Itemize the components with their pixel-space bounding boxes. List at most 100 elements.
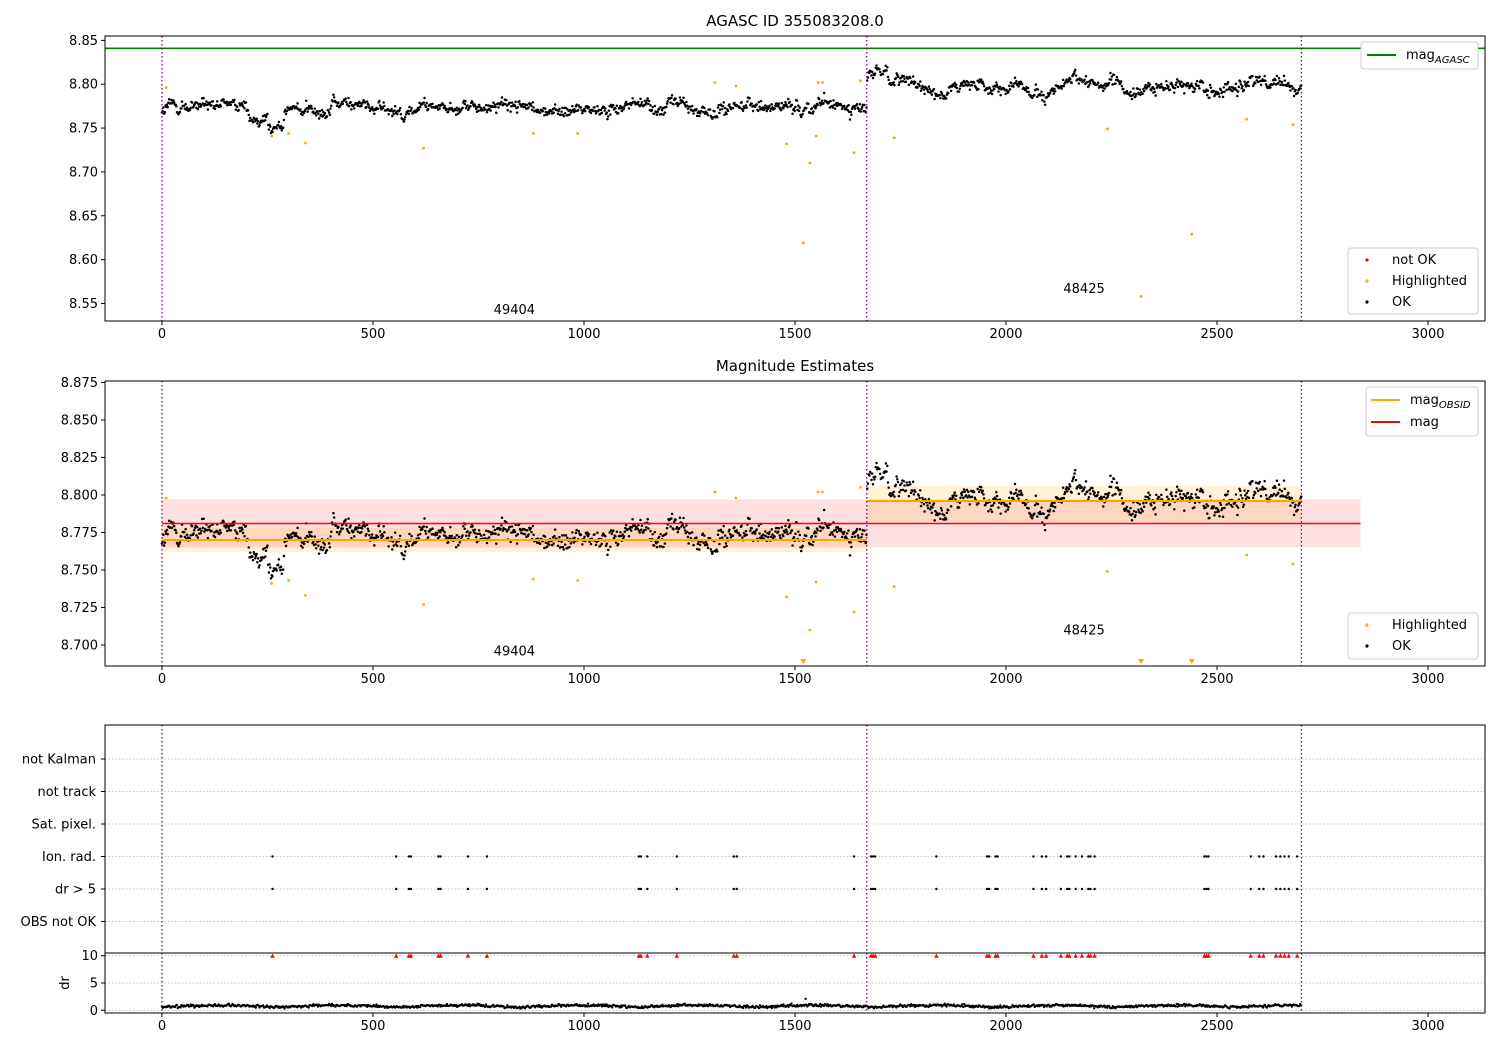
ok-point — [514, 100, 517, 103]
ok-point — [314, 111, 317, 115]
ok-point — [474, 535, 478, 539]
ok-point — [677, 102, 681, 105]
dr-flag-marker — [638, 953, 644, 958]
ok-point — [1293, 505, 1297, 509]
ok-point — [1221, 90, 1224, 94]
ok-point — [660, 545, 663, 548]
ok-point — [391, 548, 394, 551]
ok-point — [860, 105, 864, 109]
dr-point — [257, 1004, 260, 1007]
ok-point — [939, 506, 943, 510]
legend-ok-marker — [1365, 300, 1369, 304]
obsid-label: 49404 — [494, 645, 535, 660]
ok-point — [722, 524, 725, 528]
ok-point — [1048, 508, 1052, 511]
ok-point — [1175, 81, 1178, 84]
ok-point — [1138, 88, 1142, 91]
ok-point — [205, 100, 208, 103]
ok-point — [393, 109, 396, 112]
ok-point — [725, 544, 728, 548]
flag-point — [675, 887, 679, 891]
ok-point — [723, 534, 727, 537]
ok-point — [499, 102, 502, 106]
ok-point — [1292, 94, 1296, 98]
ok-point — [347, 517, 350, 520]
ok-point — [1083, 486, 1086, 489]
ok-point — [928, 87, 931, 91]
ok-point — [1178, 82, 1182, 86]
dr-point — [1174, 1005, 1178, 1008]
ok-point — [562, 114, 565, 118]
ok-point — [775, 526, 779, 530]
highlighted-point — [859, 79, 862, 83]
ok-point — [783, 531, 786, 534]
ok-point — [247, 546, 251, 549]
ok-point — [799, 549, 803, 553]
ok-point — [898, 483, 902, 487]
ok-point — [1256, 80, 1260, 84]
ok-point — [256, 120, 260, 123]
dr-point — [1261, 1006, 1265, 1009]
ok-point — [789, 531, 792, 535]
ok-point — [255, 552, 258, 556]
ok-point — [495, 111, 498, 114]
ok-point — [899, 80, 903, 83]
ok-point — [552, 542, 555, 545]
ok-point — [1231, 89, 1234, 93]
ok-point — [306, 110, 309, 113]
ok-point — [1142, 502, 1145, 505]
ok-point — [797, 109, 801, 113]
ok-point — [832, 99, 835, 102]
ok-point — [785, 530, 789, 533]
y-tick-label: 8.700 — [61, 639, 98, 654]
ok-point — [200, 103, 203, 107]
ok-point — [1221, 515, 1225, 518]
ok-point — [887, 78, 890, 82]
ok-point — [1226, 490, 1230, 493]
ok-point — [233, 520, 236, 523]
legend-notok-label: not OK — [1392, 253, 1437, 268]
ok-point — [780, 101, 784, 105]
dr-point — [468, 1002, 471, 1006]
ok-point — [1226, 80, 1230, 84]
ok-point — [1033, 93, 1036, 97]
ok-point — [939, 96, 942, 100]
ok-point — [1152, 501, 1156, 504]
ok-point — [728, 103, 731, 106]
ok-point — [335, 524, 338, 527]
ok-point — [1264, 487, 1267, 491]
ok-point — [1096, 493, 1099, 497]
ok-point — [911, 75, 915, 78]
highlighted-point — [734, 84, 738, 88]
ok-point — [1047, 513, 1050, 517]
flag-point — [1274, 887, 1278, 891]
dr-flag-marker — [1261, 953, 1266, 958]
ok-point — [538, 111, 542, 114]
dr-point — [962, 1005, 965, 1009]
ok-point — [963, 81, 967, 84]
ok-point — [232, 100, 235, 104]
ok-point — [672, 520, 676, 524]
ok-point — [885, 69, 888, 72]
ok-point — [930, 511, 934, 515]
legend-highlighted-marker — [1365, 279, 1369, 283]
ok-point — [873, 478, 876, 481]
ok-point — [180, 100, 184, 103]
ok-point — [810, 534, 814, 538]
ok-point — [404, 545, 408, 548]
ok-point — [881, 476, 885, 479]
flag-point — [1287, 855, 1290, 858]
ok-point — [328, 545, 332, 549]
ok-point — [726, 536, 729, 540]
ok-point — [195, 525, 199, 529]
flag-point — [407, 855, 411, 858]
ok-point — [449, 101, 452, 105]
ok-point — [1264, 79, 1267, 82]
ok-point — [561, 106, 564, 110]
ok-point — [1008, 84, 1011, 88]
ok-point — [283, 540, 286, 544]
ok-point — [445, 536, 449, 539]
ok-point — [873, 72, 877, 75]
ok-point — [238, 526, 241, 530]
